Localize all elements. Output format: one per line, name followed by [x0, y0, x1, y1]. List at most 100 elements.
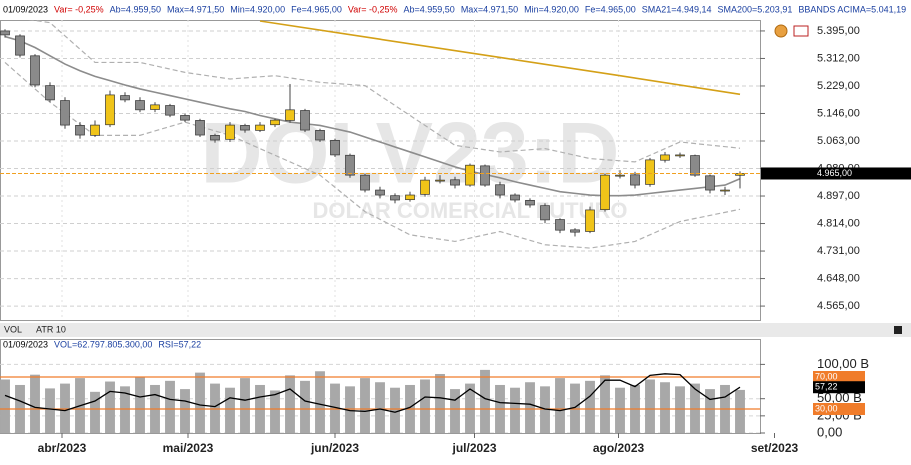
candle-body	[570, 229, 580, 233]
volume-bar	[420, 379, 430, 433]
y-tick-label: 4.648,00	[817, 272, 860, 284]
header-item: Fe=4.965,00	[291, 4, 342, 14]
candle-body	[555, 219, 565, 231]
candle-body	[675, 154, 685, 157]
watermark: DOLV23:D	[201, 106, 620, 202]
y-tick-label: 4.897,00	[817, 190, 860, 202]
x-tick-label: abr/2023	[38, 441, 87, 455]
header-item: RSI=57,22	[158, 339, 201, 349]
y-tick-label: 5.063,00	[817, 135, 860, 147]
candle-body	[615, 174, 625, 177]
candle-body	[645, 159, 655, 185]
y-tick-label: 5.395,00	[817, 25, 860, 37]
candle-body	[0, 30, 10, 36]
volume-bar	[300, 380, 310, 433]
y-tick-label: 50,00 B	[817, 390, 862, 405]
volume-bar	[165, 380, 175, 433]
volume-bar	[375, 382, 385, 433]
last-price-box	[761, 167, 911, 180]
header-item: SMA200=5.203,91	[718, 4, 793, 14]
rsi-last-label: 57,22	[815, 382, 838, 392]
candle-body	[120, 95, 130, 101]
header-item: SMA21=4.949,14	[642, 4, 712, 14]
volume-bar	[735, 389, 745, 433]
x-tick-label: jul/2023	[451, 441, 496, 455]
header-item: Fe=4.965,00	[585, 4, 636, 14]
volume-bar	[225, 387, 235, 433]
candle-body	[705, 175, 715, 191]
header-item: Ab=4.959,50	[404, 4, 455, 14]
candle-body	[405, 194, 415, 201]
candle-body	[15, 35, 25, 56]
y-tick-label: 0,00	[817, 424, 842, 439]
volume-bar	[465, 383, 475, 433]
volume-bar	[210, 383, 220, 433]
lower-plot	[0, 363, 760, 433]
header-item: VOL=62.797.805.300,00	[54, 339, 152, 349]
x-tick-label: ago/2023	[593, 441, 645, 455]
volume-bar	[525, 382, 535, 433]
volume-bar	[675, 386, 685, 433]
candle-body	[345, 154, 355, 176]
volume-bar	[30, 374, 40, 433]
header-item: 01/09/2023	[3, 339, 48, 349]
volume-bar	[435, 373, 445, 433]
volume-bar	[60, 383, 70, 433]
panel-tab[interactable]: VOL	[4, 324, 22, 334]
header-item: Var= -0,25%	[348, 4, 398, 14]
panel-maximize[interactable]	[894, 326, 902, 334]
header-item: Ab=4.959,50	[110, 4, 161, 14]
volume-bar	[135, 376, 145, 433]
volume-bar	[105, 381, 115, 433]
candle-body	[90, 124, 100, 136]
volume-bar	[690, 383, 700, 433]
rsi-last-box	[813, 381, 865, 394]
candle-body	[300, 110, 310, 131]
candle-body	[660, 154, 670, 161]
header-item: BBANDS ACIMA=5.041,19	[798, 4, 906, 14]
candle-body	[720, 189, 730, 192]
candle-body	[360, 174, 370, 191]
candle-body	[270, 119, 280, 126]
candle-body	[540, 205, 550, 221]
volume-bar	[90, 391, 100, 433]
candle-body	[180, 115, 190, 121]
candle-body	[105, 94, 115, 126]
panel-tab[interactable]: ATR 10	[36, 324, 66, 334]
volume-bar	[570, 383, 580, 433]
currency-icon[interactable]	[774, 24, 788, 38]
flag-icon[interactable]	[793, 25, 809, 37]
volume-bar	[615, 387, 625, 433]
candle-body	[465, 164, 475, 186]
volume-bar	[0, 379, 10, 433]
candle-body	[585, 209, 595, 232]
volume-bar	[540, 386, 550, 433]
candle-body	[630, 174, 640, 186]
header-item: Min=4.920,00	[524, 4, 579, 14]
volume-bar	[450, 389, 460, 433]
y-tick-label: 5.146,00	[817, 107, 860, 119]
y-tick-label: 4.731,00	[817, 245, 860, 257]
candle-body	[600, 174, 610, 210]
candle-body	[690, 155, 700, 176]
candle-body	[60, 100, 70, 126]
volume-bar	[45, 388, 55, 433]
rsi-level-box	[813, 371, 865, 383]
volume-bar	[555, 378, 565, 433]
volume-bar	[270, 390, 280, 433]
volume-bar	[360, 378, 370, 433]
y-tick-label: 4.814,00	[817, 217, 860, 229]
candle-body	[435, 179, 445, 182]
y-tick-label: 4.565,00	[817, 300, 860, 312]
candle-body	[375, 189, 385, 196]
candle-body	[315, 130, 325, 141]
indicator-line	[27, 20, 741, 163]
indicator-line	[4, 35, 741, 197]
candle-body	[225, 124, 235, 140]
x-tick-label: jun/2023	[310, 441, 359, 455]
rsi-level-box	[813, 403, 865, 415]
volume-bar	[180, 389, 190, 433]
header-item: Max=4.971,50	[461, 4, 518, 14]
watermark-subtitle: DOLAR COMERCIAL FUTURO	[313, 198, 628, 223]
indicator-line	[259, 20, 741, 96]
